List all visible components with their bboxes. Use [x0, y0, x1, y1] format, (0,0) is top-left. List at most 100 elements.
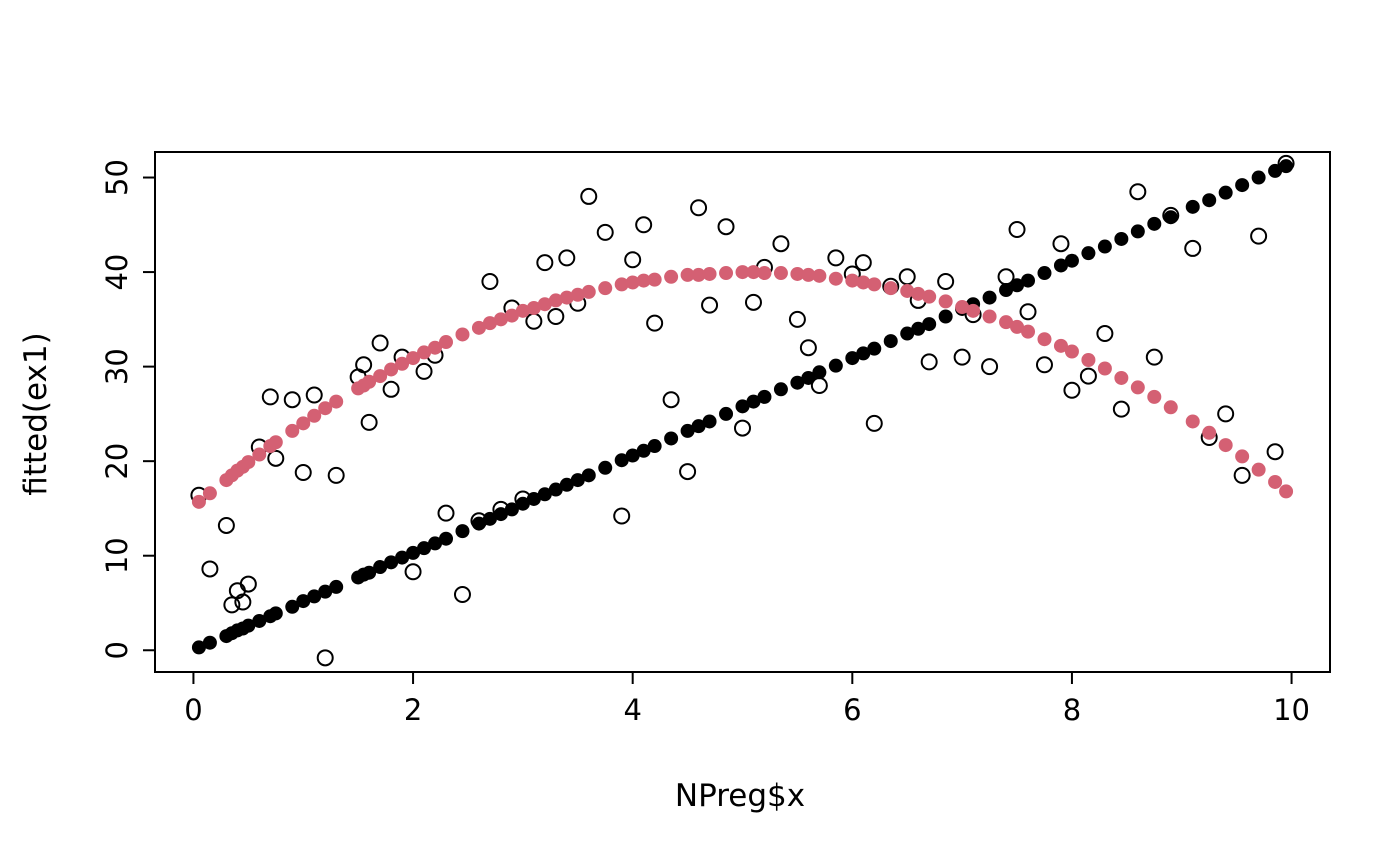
- point-observed: [953, 348, 971, 366]
- y-tick-label: 50: [100, 159, 134, 196]
- point-observed: [827, 249, 845, 267]
- point-fitted-linear-ex1: [938, 309, 953, 324]
- point-observed: [355, 356, 373, 374]
- y-tick-label: 40: [100, 254, 134, 291]
- point-observed: [481, 273, 499, 291]
- point-observed: [937, 273, 955, 291]
- point-fitted-linear-ex1: [1202, 193, 1217, 208]
- point-fitted-quadratic-ex2: [570, 287, 585, 302]
- point-fitted-linear-ex1: [1235, 178, 1250, 193]
- point-fitted-linear-ex1: [504, 502, 519, 517]
- point-fitted-linear-ex1: [581, 468, 596, 483]
- point-fitted-linear-ex1: [548, 482, 563, 497]
- point-fitted-quadratic-ex2: [384, 362, 399, 377]
- point-fitted-linear-ex1: [1064, 253, 1079, 268]
- point-fitted-quadratic-ex2: [268, 435, 283, 450]
- point-fitted-quadratic-ex2: [938, 294, 953, 309]
- point-fitted-linear-ex1: [1130, 224, 1145, 239]
- point-fitted-quadratic-ex2: [1021, 324, 1036, 339]
- point-fitted-quadratic-ex2: [883, 281, 898, 296]
- point-observed: [1063, 381, 1081, 399]
- point-observed: [1052, 235, 1070, 253]
- point-fitted-quadratic-ex2: [581, 284, 596, 299]
- point-observed: [772, 235, 790, 253]
- point-observed: [217, 516, 235, 534]
- point-fitted-quadratic-ex2: [773, 266, 788, 281]
- point-fitted-linear-ex1: [598, 460, 613, 475]
- point-observed: [1096, 325, 1114, 343]
- point-fitted-quadratic-ex2: [1037, 332, 1052, 347]
- point-observed: [382, 380, 400, 398]
- point-observed: [239, 575, 257, 593]
- point-fitted-quadratic-ex2: [548, 293, 563, 308]
- point-fitted-quadratic-ex2: [504, 308, 519, 323]
- point-observed: [234, 593, 252, 611]
- point-fitted-linear-ex1: [773, 382, 788, 397]
- point-observed: [305, 386, 323, 404]
- point-fitted-quadratic-ex2: [664, 269, 679, 284]
- point-fitted-quadratic-ex2: [735, 265, 750, 280]
- point-fitted-linear-ex1: [664, 431, 679, 446]
- point-observed: [437, 504, 455, 522]
- point-fitted-linear-ex1: [329, 579, 344, 594]
- point-fitted-linear-ex1: [455, 524, 470, 539]
- point-fitted-quadratic-ex2: [296, 416, 311, 431]
- point-fitted-linear-ex1: [812, 365, 827, 380]
- point-fitted-quadratic-ex2: [526, 301, 541, 315]
- point-fitted-linear-ex1: [439, 531, 454, 546]
- point-fitted-quadratic-ex2: [1097, 361, 1112, 376]
- point-fitted-linear-ex1: [1081, 246, 1096, 261]
- point-observed: [453, 585, 471, 603]
- point-fitted-linear-ex1: [982, 290, 997, 305]
- point-fitted-quadratic-ex2: [395, 356, 410, 371]
- point-fitted-quadratic-ex2: [285, 423, 300, 438]
- point-fitted-linear-ex1: [1251, 170, 1266, 185]
- point-fitted-linear-ex1: [845, 351, 860, 366]
- plot-box: [154, 151, 1331, 673]
- point-fitted-linear-ex1: [702, 414, 717, 429]
- point-observed: [1079, 367, 1097, 385]
- point-observed: [981, 358, 999, 376]
- point-fitted-quadratic-ex2: [1064, 344, 1079, 359]
- point-fitted-quadratic-ex2: [537, 297, 552, 312]
- point-observed: [283, 391, 301, 409]
- point-fitted-quadratic-ex2: [362, 374, 377, 389]
- point-fitted-linear-ex1: [1037, 266, 1052, 281]
- point-fitted-linear-ex1: [362, 565, 377, 580]
- point-fitted-linear-ex1: [757, 389, 772, 404]
- point-fitted-linear-ex1: [922, 317, 937, 332]
- point-observed: [596, 223, 614, 241]
- point-fitted-quadratic-ex2: [614, 277, 629, 292]
- point-fitted-quadratic-ex2: [406, 351, 421, 366]
- point-observed: [1008, 221, 1026, 239]
- point-fitted-quadratic-ex2: [1163, 400, 1178, 415]
- point-observed: [646, 314, 664, 332]
- point-observed: [898, 268, 916, 286]
- x-tick-label: 4: [623, 693, 641, 727]
- point-observed: [1233, 466, 1251, 484]
- y-tick-label: 10: [100, 537, 134, 574]
- point-fitted-linear-ex1: [241, 618, 256, 633]
- y-axis-label: fitted(ex1): [18, 332, 54, 495]
- point-observed: [371, 334, 389, 352]
- point-fitted-linear-ex1: [867, 341, 882, 356]
- point-fitted-linear-ex1: [735, 399, 750, 414]
- point-fitted-quadratic-ex2: [373, 369, 388, 384]
- x-tick-label: 10: [1273, 693, 1310, 727]
- point-fitted-quadratic-ex2: [1010, 319, 1025, 334]
- point-fitted-linear-ex1: [691, 419, 706, 434]
- point-observed: [1184, 239, 1202, 257]
- point-fitted-quadratic-ex2: [691, 267, 706, 282]
- point-fitted-quadratic-ex2: [493, 312, 508, 327]
- point-fitted-quadratic-ex2: [625, 275, 640, 290]
- point-fitted-quadratic-ex2: [636, 273, 651, 288]
- point-observed: [580, 187, 598, 205]
- point-fitted-linear-ex1: [1114, 231, 1129, 246]
- point-fitted-linear-ex1: [680, 423, 695, 438]
- point-fitted-linear-ex1: [482, 511, 497, 526]
- point-observed: [1266, 443, 1284, 461]
- y-tick-label: 0: [100, 641, 134, 659]
- point-observed: [261, 388, 279, 406]
- point-fitted-linear-ex1: [911, 321, 926, 336]
- point-observed: [788, 310, 806, 328]
